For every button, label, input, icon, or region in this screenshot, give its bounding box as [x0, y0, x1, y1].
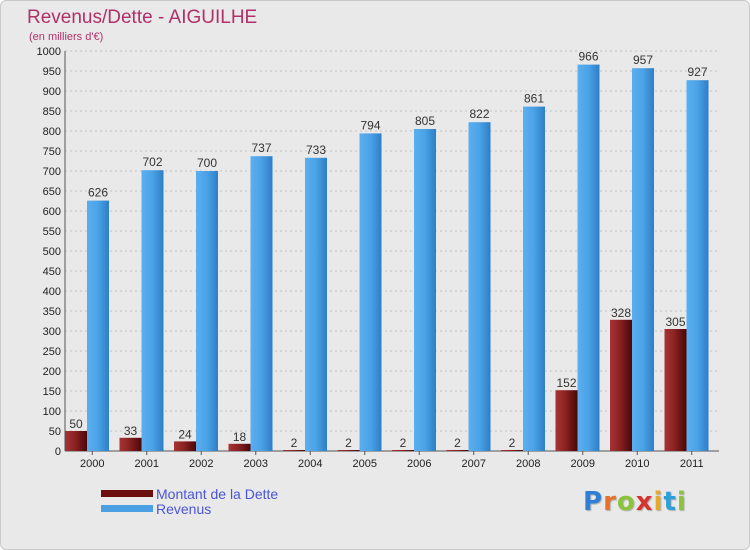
bar-dette — [228, 443, 251, 451]
y-tick-label: 800 — [43, 126, 61, 138]
y-tick-label: 50 — [49, 426, 61, 438]
bar-revenus — [141, 170, 164, 451]
data-label-dette: 2 — [454, 436, 461, 450]
x-tick-label: 2004 — [298, 458, 322, 470]
bar-revenus — [196, 171, 218, 451]
y-tick-label: 200 — [43, 366, 61, 378]
bar-revenus — [250, 156, 273, 451]
data-label-revenus: 702 — [142, 155, 162, 169]
data-label-dette: 33 — [124, 424, 138, 438]
y-tick-label: 300 — [43, 326, 61, 338]
bar-revenus — [686, 80, 709, 451]
data-label-dette: 2 — [509, 436, 516, 450]
y-tick-label: 1000 — [37, 46, 61, 58]
data-label-dette: 152 — [556, 376, 576, 390]
x-tick-label: 2011 — [680, 458, 704, 470]
y-tick-label: 700 — [43, 166, 61, 178]
y-tick-label: 650 — [43, 186, 61, 198]
legend-label-dette: Montant de la Dette — [156, 486, 279, 502]
data-label-revenus: 966 — [578, 50, 598, 64]
bar-dette — [610, 319, 632, 451]
data-label-revenus: 733 — [306, 143, 326, 157]
bar-dette — [119, 437, 142, 451]
chart-title: Revenus/Dette - AIGUILHE — [27, 7, 258, 28]
bar-revenus — [414, 129, 436, 451]
bar-dette — [446, 450, 469, 451]
y-tick-label: 850 — [43, 106, 61, 118]
y-tick-label: 450 — [43, 266, 61, 278]
proxiti-logo: Proxiti — [583, 487, 687, 517]
bar-dette — [174, 441, 196, 451]
logo-letter: r — [603, 487, 617, 517]
bar-revenus — [359, 133, 382, 451]
y-tick-label: 750 — [43, 146, 61, 158]
data-label-dette: 24 — [178, 427, 192, 441]
y-tick-label: 0 — [55, 446, 61, 458]
x-tick-label: 2005 — [353, 458, 377, 470]
x-tick-label: 2008 — [516, 458, 540, 470]
bar-revenus — [468, 122, 491, 451]
bar-revenus — [305, 157, 327, 452]
legend-swatch-dette — [101, 490, 153, 497]
logo-letter: i — [653, 487, 664, 517]
logo-letter: x — [635, 487, 654, 517]
data-label-dette: 2 — [291, 436, 298, 450]
y-tick-label: 600 — [43, 206, 61, 218]
x-tick-label: 2010 — [625, 458, 649, 470]
y-tick-label: 400 — [43, 286, 61, 298]
data-label-revenus: 626 — [88, 186, 108, 200]
y-tick-label: 950 — [43, 66, 61, 78]
bar-revenus — [632, 68, 654, 451]
bar-dette — [501, 450, 523, 451]
bar-dette — [392, 450, 414, 451]
data-label-revenus: 794 — [360, 118, 380, 132]
data-label-revenus: 822 — [469, 107, 489, 121]
bar-dette — [65, 431, 87, 451]
x-tick-label: 2000 — [80, 458, 104, 470]
chart-subtitle: (en milliers d'€) — [29, 31, 104, 43]
y-tick-label: 550 — [43, 226, 61, 238]
logo-letter: P — [583, 487, 604, 517]
y-tick-label: 900 — [43, 86, 61, 98]
logo-letter: o — [616, 487, 636, 517]
x-tick-label: 2006 — [407, 458, 431, 470]
data-label-revenus: 737 — [251, 141, 271, 155]
data-label-dette: 2 — [345, 436, 352, 450]
data-label-revenus: 805 — [415, 114, 435, 128]
bar-dette — [664, 329, 687, 451]
legend-label-revenus: Revenus — [156, 501, 212, 517]
data-label-dette: 2 — [400, 436, 407, 450]
y-tick-label: 500 — [43, 246, 61, 258]
bar-revenus — [523, 106, 545, 451]
data-label-revenus: 700 — [197, 156, 217, 170]
data-label-revenus: 861 — [524, 92, 544, 106]
x-tick-label: 2002 — [189, 458, 213, 470]
bar-dette — [283, 450, 305, 451]
bar-dette — [337, 450, 360, 451]
data-label-revenus: 957 — [633, 53, 653, 67]
x-tick-label: 2007 — [462, 458, 486, 470]
y-tick-label: 350 — [43, 306, 61, 318]
data-label-dette: 50 — [69, 417, 83, 431]
y-tick-label: 250 — [43, 346, 61, 358]
logo-letter: i — [676, 487, 687, 517]
data-label-dette: 328 — [611, 306, 631, 320]
legend-swatch-revenus — [101, 505, 153, 512]
y-tick-label: 150 — [43, 386, 61, 398]
data-label-dette: 18 — [233, 430, 247, 444]
x-tick-label: 2009 — [571, 458, 595, 470]
bar-revenus — [577, 64, 600, 451]
bar-revenus — [87, 200, 109, 451]
x-tick-label: 2003 — [244, 458, 268, 470]
x-tick-label: 2001 — [135, 458, 159, 470]
logo-letter: t — [663, 487, 677, 517]
y-tick-label: 100 — [43, 406, 61, 418]
data-label-revenus: 927 — [687, 65, 707, 79]
data-label-dette: 305 — [665, 315, 685, 329]
bar-dette — [555, 390, 578, 451]
